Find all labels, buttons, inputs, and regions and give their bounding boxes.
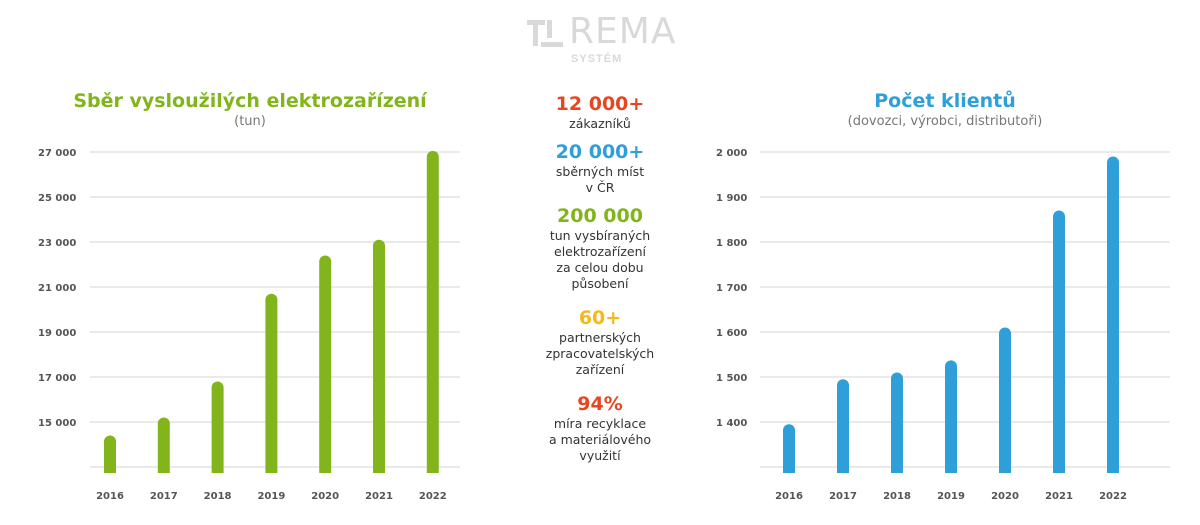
x-tick-label: 2017 bbox=[829, 491, 857, 502]
logo-sub: SYSTÉM bbox=[571, 53, 623, 65]
stat-label: elektrozařízení bbox=[554, 244, 646, 259]
x-tick-label: 2021 bbox=[365, 491, 393, 502]
bar-2019 bbox=[265, 293, 278, 473]
x-tick-label: 2017 bbox=[150, 491, 178, 502]
bar-2020 bbox=[999, 327, 1011, 473]
x-tick-label: 2020 bbox=[311, 491, 339, 502]
left-bar-chart: 15 000 17 000 19 000 21 000 23 000 25 000 27 0… bbox=[38, 148, 460, 502]
stat-item: 200 000 tun vysbíraných elektrozařízení za … bbox=[520, 204, 680, 292]
right-bar-chart: 1 400 1 500 1 600 1 700 1 800 1 900 2 000 2016 2… bbox=[716, 148, 1170, 502]
x-tick-label: 2018 bbox=[204, 491, 232, 502]
bar-2018 bbox=[891, 372, 903, 473]
stat-item: 94% míra recyklace a materiálového využití bbox=[520, 392, 680, 464]
stat-value: 20 000+ bbox=[555, 141, 645, 163]
logo-mark-icon bbox=[527, 20, 563, 47]
stat-label: využití bbox=[579, 448, 621, 463]
stat-value: 94% bbox=[577, 393, 623, 415]
y-tick-label: 17 000 bbox=[38, 373, 76, 384]
bar-2016 bbox=[783, 424, 795, 473]
stat-item: 20 000+ sběrných míst v ČR bbox=[520, 140, 680, 196]
x-tick-label: 2021 bbox=[1045, 491, 1073, 502]
stat-label: sběrných míst bbox=[555, 164, 645, 179]
y-tick-label: 21 000 bbox=[38, 283, 76, 294]
y-tick-label: 19 000 bbox=[38, 328, 76, 339]
bar-2021 bbox=[373, 239, 385, 473]
y-tick-label: 1 600 bbox=[716, 328, 747, 339]
right-chart-subtitle: (dovozci, výrobci, distributoři) bbox=[847, 114, 1043, 129]
bar-2020 bbox=[319, 255, 332, 473]
y-tick-label: 25 000 bbox=[38, 193, 76, 204]
logo-word: REMA bbox=[569, 11, 677, 52]
x-tick-label: 2020 bbox=[991, 491, 1019, 502]
rema-logo: REMA SYSTÉM bbox=[527, 12, 677, 68]
key-stats: 12 000+ zákazníků 20 000+ sběrných míst v ČR… bbox=[520, 92, 680, 472]
stat-label: zařízení bbox=[575, 362, 625, 377]
left-chart-subtitle: (tun) bbox=[234, 114, 266, 129]
x-tick-label: 2016 bbox=[96, 491, 124, 502]
stat-label: tun vysbíraných bbox=[549, 228, 651, 243]
y-tick-label: 1 400 bbox=[716, 418, 747, 429]
stat-label: partnerských bbox=[559, 330, 641, 345]
y-tick-label: 1 700 bbox=[716, 283, 747, 294]
stat-label: zpracovatelských bbox=[545, 346, 655, 361]
x-tick-label: 2019 bbox=[937, 491, 965, 502]
stat-label: za celou dobu bbox=[556, 260, 644, 275]
x-tick-label: 2022 bbox=[1099, 491, 1127, 502]
x-tick-label: 2019 bbox=[257, 491, 285, 502]
bar-2017 bbox=[157, 417, 170, 473]
stat-label: míra recyklace bbox=[553, 416, 647, 431]
stat-item: 12 000+ zákazníků bbox=[520, 92, 680, 132]
bar-2016 bbox=[104, 435, 116, 473]
stat-item: 60+ partnerských zpracovatelských zařízení bbox=[520, 306, 680, 378]
bar-2022 bbox=[1107, 156, 1119, 473]
y-tick-label: 1 800 bbox=[716, 238, 747, 249]
bar-2017 bbox=[837, 379, 849, 473]
y-tick-label: 1 900 bbox=[716, 193, 747, 204]
y-tick-label: 1 500 bbox=[716, 373, 747, 384]
stat-value: 200 000 bbox=[557, 205, 643, 227]
stat-label: v ČR bbox=[585, 180, 615, 195]
x-tick-label: 2018 bbox=[883, 491, 911, 502]
y-tick-label: 15 000 bbox=[38, 418, 76, 429]
bar-2019 bbox=[945, 360, 957, 473]
y-tick-label: 23 000 bbox=[38, 238, 76, 249]
y-tick-label: 2 000 bbox=[716, 148, 747, 159]
stat-label: působení bbox=[571, 276, 629, 291]
stat-value: 60+ bbox=[578, 307, 622, 329]
left-chart-title: Sběr vysloužilých elektrozařízení bbox=[73, 90, 427, 112]
bar-2021 bbox=[1053, 210, 1065, 474]
bar-2018 bbox=[211, 381, 224, 473]
y-tick-label: 27 000 bbox=[38, 148, 76, 159]
bar-2022 bbox=[426, 150, 439, 473]
x-tick-label: 2016 bbox=[775, 491, 803, 502]
stat-label: a materiálového bbox=[548, 432, 652, 447]
right-chart-title: Počet klientů bbox=[874, 90, 1016, 112]
stat-value: 12 000+ bbox=[555, 93, 645, 115]
x-tick-label: 2022 bbox=[419, 491, 447, 502]
stat-label: zákazníků bbox=[569, 116, 631, 131]
